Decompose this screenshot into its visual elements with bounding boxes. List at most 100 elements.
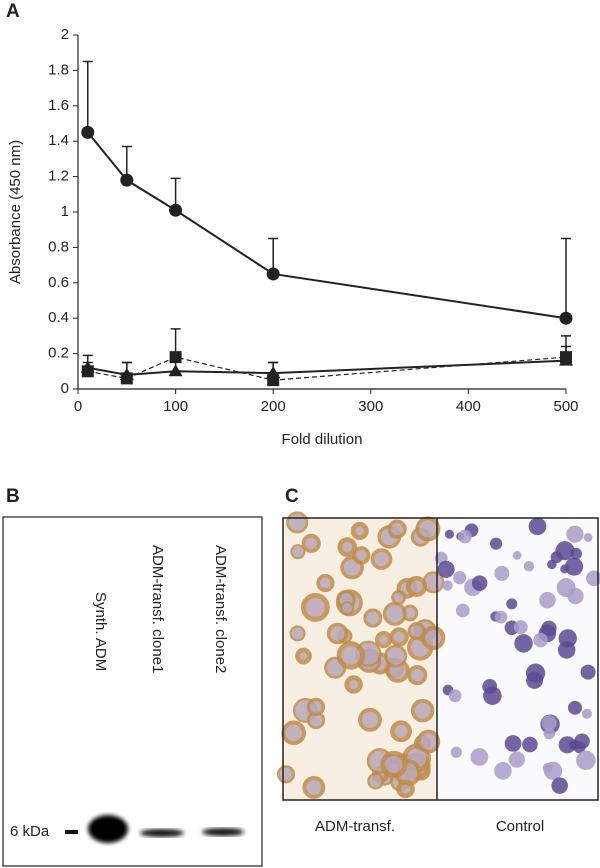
x-tick-label: 200 (261, 398, 286, 415)
cell (336, 641, 366, 670)
cell (301, 533, 321, 553)
marker (81, 365, 94, 378)
cell (289, 625, 306, 642)
cell (450, 746, 462, 758)
cell (326, 622, 349, 645)
cell (437, 560, 455, 578)
cell (453, 570, 467, 585)
cell (363, 608, 383, 628)
cell (581, 708, 592, 719)
cell (387, 519, 407, 539)
x-tick-label: 400 (456, 398, 481, 415)
lane-label: ADM-transf. clone2 (212, 545, 229, 673)
y-tick-label: 0.2 (48, 345, 69, 362)
cell (276, 765, 296, 784)
cell (569, 739, 580, 751)
cell (583, 533, 593, 542)
marker (81, 125, 95, 139)
cell (580, 664, 596, 680)
lane-label: ADM-transf. clone1 (149, 545, 166, 673)
cell (512, 551, 522, 560)
cell (494, 565, 510, 581)
cell (358, 707, 382, 732)
size-marker: 6 kDa (10, 823, 50, 840)
cell (539, 591, 556, 609)
error-bar (82, 60, 93, 133)
cell (586, 570, 600, 587)
series-line (87, 359, 567, 376)
y-axis-title: Absorbance (450 nm) (7, 140, 24, 284)
cell (557, 641, 576, 659)
lane-label: Synth. ADM (92, 592, 109, 671)
cell (340, 601, 355, 616)
cell (390, 720, 412, 743)
cell (457, 529, 472, 544)
series-line (87, 356, 567, 381)
cell (415, 516, 441, 542)
cell (300, 593, 330, 622)
cell (528, 517, 547, 536)
cell (410, 698, 435, 723)
y-tick-label: 1.6 (48, 97, 69, 114)
y-tick-label: 1.2 (48, 168, 69, 185)
marker (267, 374, 280, 387)
caption: ADM-transf. (315, 818, 395, 835)
blot-frame (2, 516, 263, 867)
cell (494, 610, 508, 624)
cell (513, 620, 528, 635)
marker (120, 372, 133, 385)
cell (526, 671, 544, 689)
cell (396, 779, 415, 799)
cell (295, 647, 312, 665)
cell (533, 632, 548, 648)
cell (389, 627, 409, 647)
cell (506, 598, 518, 610)
cell (380, 750, 408, 778)
y-tick-label: 0.4 (48, 309, 69, 326)
cell (405, 575, 428, 598)
y-tick-label: 0.6 (48, 274, 69, 291)
cell (448, 689, 462, 703)
marker (169, 203, 183, 217)
cell (483, 686, 502, 705)
cell (350, 521, 369, 541)
x-tick-label: 0 (74, 398, 82, 415)
cell (442, 580, 453, 591)
cell (556, 578, 576, 598)
cell (384, 644, 408, 668)
cell (344, 675, 363, 694)
cell (504, 735, 522, 752)
x-tick-label: 500 (553, 398, 578, 415)
panel-label: A (6, 1, 20, 22)
cell (391, 590, 407, 605)
cell (508, 751, 525, 768)
marker (169, 351, 182, 364)
marker (560, 351, 572, 364)
band (140, 829, 184, 837)
band (202, 828, 244, 836)
cell (352, 546, 371, 565)
cell (490, 537, 503, 550)
cell (286, 511, 309, 534)
panel-label: C (285, 486, 299, 507)
cell (523, 560, 535, 572)
cell (306, 697, 326, 717)
cell (420, 625, 446, 650)
cell (470, 748, 489, 766)
band (88, 815, 128, 843)
cell (555, 541, 575, 561)
cell (444, 529, 455, 539)
cell (375, 630, 393, 649)
cell (370, 548, 393, 570)
cell (566, 525, 584, 543)
y-tick-label: 1.8 (48, 61, 69, 78)
cell (416, 729, 441, 754)
y-tick-label: 0.8 (48, 238, 69, 255)
marker (168, 364, 183, 377)
x-tick-label: 300 (358, 398, 383, 415)
y-tick-label: 1 (61, 203, 69, 220)
cell (471, 575, 488, 591)
cell (407, 665, 428, 686)
cell (382, 601, 407, 626)
